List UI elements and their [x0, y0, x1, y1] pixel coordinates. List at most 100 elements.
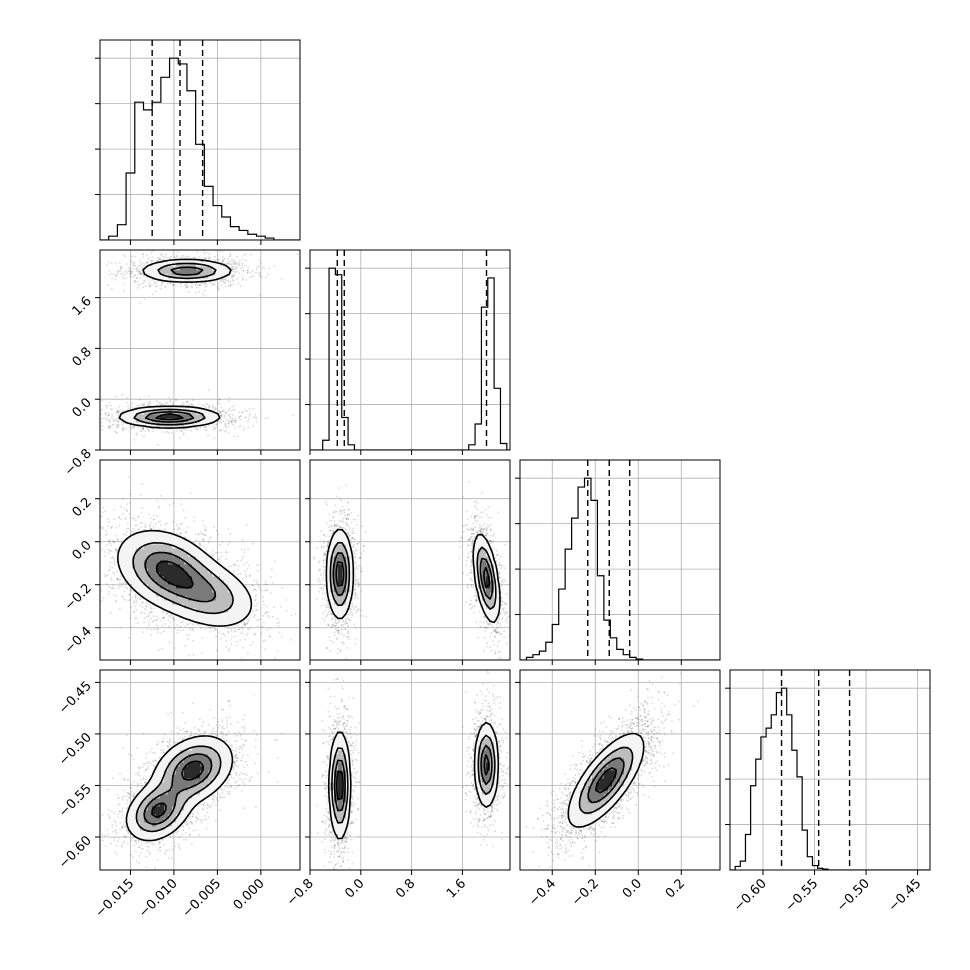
sample-point [150, 259, 152, 262]
sample-point [232, 259, 235, 261]
sample-point [186, 400, 188, 403]
sample-point [228, 420, 231, 423]
sample-point [155, 281, 157, 284]
density-cell [152, 410, 157, 415]
sample-point [190, 430, 192, 432]
sample-point [130, 270, 133, 272]
sample-point [179, 629, 182, 631]
sample-point [216, 401, 219, 403]
sample-point [172, 502, 175, 505]
sample-point [201, 533, 203, 536]
sample-point [142, 274, 145, 277]
sample-point [138, 598, 141, 601]
sample-point [245, 622, 248, 624]
sample-point [101, 425, 104, 427]
sample-point [236, 277, 238, 280]
sample-point [129, 268, 131, 271]
sample-point [118, 582, 121, 584]
sample-point [111, 424, 114, 427]
sample-point [230, 420, 233, 423]
sample-point [107, 425, 109, 428]
sample-point [132, 602, 135, 604]
sample-point [131, 596, 134, 599]
sample-point [227, 400, 230, 402]
sample-point [143, 612, 146, 615]
sample-point [111, 408, 113, 410]
sample-point [177, 529, 179, 531]
sample-point [112, 418, 114, 420]
sample-point [217, 403, 219, 405]
sample-point [224, 278, 227, 281]
sample-point [249, 575, 251, 577]
sample-point [225, 429, 228, 432]
sample-point [125, 599, 127, 601]
sample-point [106, 544, 108, 546]
sample-point [296, 253, 299, 256]
sample-point [142, 286, 145, 288]
sample-point [116, 410, 119, 413]
sample-point [130, 402, 133, 405]
sample-point [234, 630, 237, 633]
sample-point [255, 271, 257, 274]
sample-point [264, 612, 266, 615]
sample-point [209, 257, 211, 260]
density-cell [176, 418, 181, 423]
sample-point [129, 272, 132, 275]
sample-point [198, 256, 201, 258]
sample-point [108, 412, 111, 414]
density-cell [172, 266, 177, 271]
sample-point [169, 399, 172, 402]
sample-point [168, 396, 171, 399]
sample-point [130, 530, 133, 533]
sample-point [165, 528, 168, 531]
density-cell [208, 274, 213, 279]
sample-point [123, 254, 125, 256]
density-cell [196, 270, 201, 275]
sample-point [199, 542, 201, 545]
sample-point [249, 253, 252, 256]
sample-point [128, 270, 131, 273]
sample-point [112, 586, 115, 589]
sample-point [255, 609, 258, 612]
sample-point [144, 523, 147, 526]
sample-point [100, 548, 103, 551]
sample-point [269, 636, 271, 638]
sample-point [195, 283, 198, 285]
sample-point [213, 427, 216, 430]
sample-point [105, 530, 107, 533]
sample-point [214, 255, 216, 258]
sample-point [151, 430, 154, 433]
sample-point [225, 426, 228, 429]
sample-point [105, 417, 107, 420]
sample-point [204, 426, 207, 429]
sample-point [217, 419, 220, 422]
sample-point [184, 536, 186, 539]
sample-point [161, 647, 164, 650]
sample-point [158, 505, 161, 508]
density-cell [184, 266, 189, 271]
sample-point [117, 420, 120, 423]
sample-point [140, 512, 143, 514]
sample-point [184, 625, 187, 628]
sample-point [152, 615, 155, 617]
sample-point [128, 593, 131, 596]
density-cell [204, 414, 209, 419]
sample-point [185, 284, 188, 287]
sample-point [124, 586, 127, 588]
sample-point [143, 435, 146, 438]
sample-point [159, 520, 162, 522]
sample-point [151, 256, 154, 259]
sample-point [120, 265, 122, 268]
sample-point [246, 271, 249, 274]
density-cell [148, 410, 153, 415]
sample-point [221, 261, 223, 264]
sample-point [222, 258, 225, 261]
sample-point [130, 589, 133, 591]
sample-point [161, 282, 164, 284]
density-cell [196, 278, 201, 283]
sample-point [244, 622, 246, 625]
sample-point [114, 599, 117, 602]
sample-point [157, 260, 160, 262]
sample-point [244, 409, 247, 412]
density-cell [168, 414, 173, 419]
